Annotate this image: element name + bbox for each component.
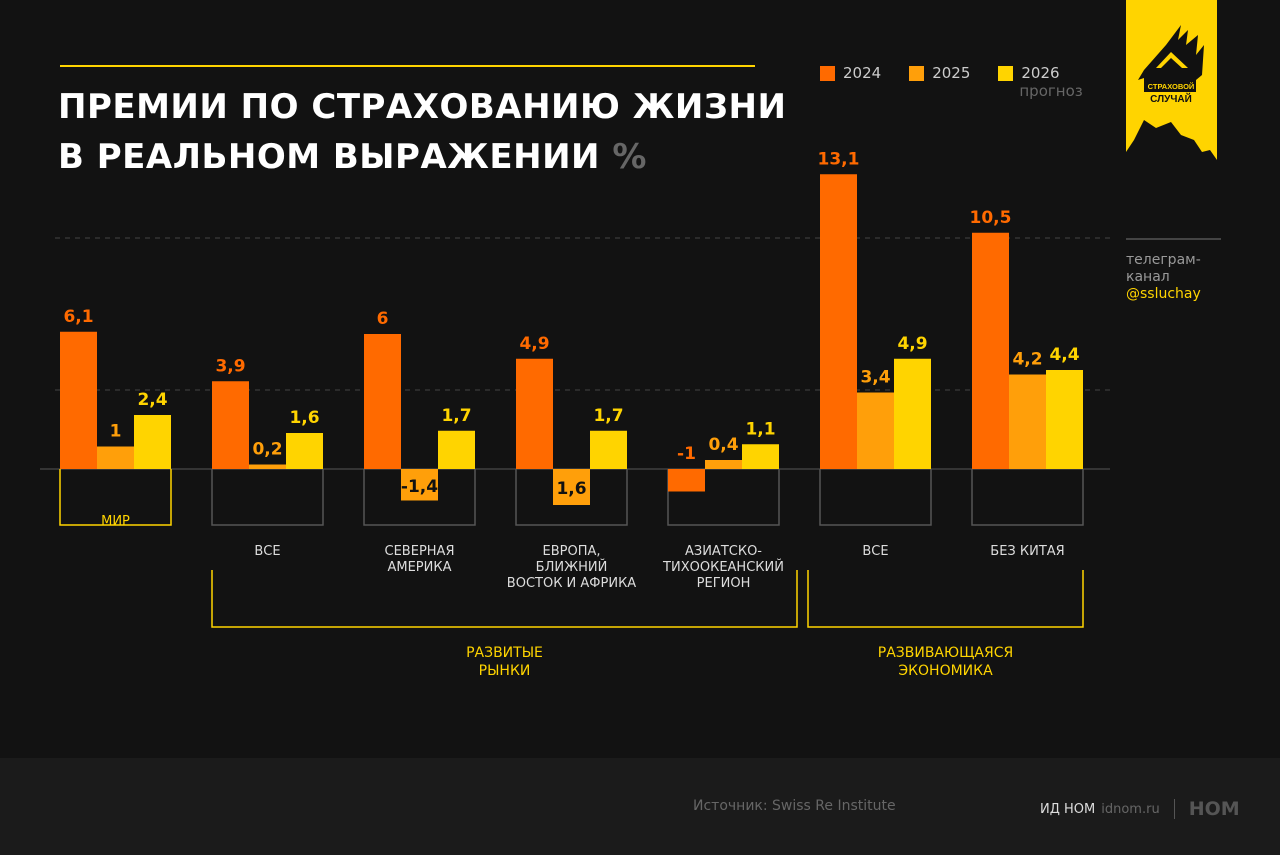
- bar-2026: [1046, 370, 1083, 469]
- legend-item-2025: 2025: [909, 64, 970, 100]
- title-rule: [60, 65, 755, 67]
- category-label: БЛИЖНИЙ: [536, 559, 608, 575]
- telegram-label-2: канал: [1126, 269, 1170, 285]
- category-label: РЕГИОН: [697, 576, 751, 591]
- data-label: -1: [677, 444, 696, 464]
- bar-2025: [857, 392, 894, 469]
- bar-2024: [60, 331, 97, 469]
- bar-2026: [590, 430, 627, 469]
- bar-2025: [401, 469, 438, 501]
- legend-item-2026: 2026 прогноз: [998, 64, 1083, 100]
- bar-2024: [364, 334, 401, 469]
- data-label: 0,2: [252, 440, 282, 460]
- group-label: РАЗВИВАЮЩАЯСЯ: [878, 645, 1014, 661]
- brand-name: ИД НОМ: [1040, 801, 1096, 817]
- legend-note: прогноз: [1019, 82, 1083, 100]
- title-line-2: В РЕАЛЬНОМ ВЫРАЖЕНИИ: [58, 137, 600, 177]
- bar-2026: [742, 444, 779, 469]
- bar-2026: [894, 358, 931, 469]
- source-note: Источник: Swiss Re Institute: [693, 798, 896, 814]
- group-bracket: [807, 570, 1084, 628]
- divider: [1173, 799, 1175, 819]
- title-unit: %: [612, 137, 647, 177]
- svg-text:СТРАХОВОЙ: СТРАХОВОЙ: [1148, 82, 1195, 91]
- legend-swatch: [820, 66, 835, 81]
- bar-2025: [249, 464, 286, 469]
- category-box: [363, 469, 476, 526]
- data-label: 1,6: [556, 479, 586, 499]
- data-label: 1,7: [593, 406, 623, 426]
- bar-2026: [134, 415, 171, 469]
- data-label: 3,9: [215, 356, 245, 376]
- category-label: БЕЗ КИТАЯ: [990, 544, 1064, 559]
- bar-2026: [286, 433, 323, 469]
- data-label: 3,4: [860, 368, 890, 388]
- data-label: 1,6: [289, 408, 319, 428]
- legend-label: 2026: [1021, 64, 1060, 82]
- logo: СТРАХОВОЙ СЛУЧАЙ: [1126, 0, 1217, 160]
- data-label: 13,1: [818, 149, 860, 169]
- category-label: МИР: [101, 514, 130, 529]
- category-label: ВСЕ: [862, 544, 888, 559]
- title-line-1: ПРЕМИИ ПО СТРАХОВАНИЮ ЖИЗНИ: [58, 87, 787, 127]
- category-box: [667, 469, 780, 526]
- legend-swatch: [998, 66, 1014, 81]
- bar-2024: [820, 174, 857, 469]
- data-label: 2,4: [137, 390, 167, 410]
- category-label: ТИХООКЕАНСКИЙ: [662, 559, 784, 575]
- bar-2024: [668, 469, 705, 492]
- category-label: ЕВРОПА,: [542, 544, 600, 559]
- bar-2024: [212, 381, 249, 469]
- group-bracket: [211, 570, 798, 628]
- brand-url-link[interactable]: idnom.ru: [1101, 801, 1160, 817]
- data-label: 6,1: [63, 307, 93, 327]
- svg-text:СЛУЧАЙ: СЛУЧАЙ: [1150, 92, 1192, 105]
- category-label: АЗИАТСКО-: [685, 544, 762, 559]
- group-label: РЫНКИ: [479, 663, 531, 679]
- bar-2026: [438, 430, 475, 469]
- telegram-label: телеграм-: [1126, 252, 1201, 268]
- legend-item-2024: 2024: [820, 64, 881, 100]
- group-label: ЭКОНОМИКА: [898, 663, 993, 679]
- bar-2025: [705, 460, 742, 469]
- category-label: АМЕРИКА: [387, 560, 451, 575]
- category-box: [515, 469, 628, 526]
- bar-2025: [97, 446, 134, 469]
- publisher-brand: ИД НОМ idnom.ru НОМ: [1040, 798, 1240, 820]
- telegram-handle-link[interactable]: @ssluchay: [1126, 286, 1201, 302]
- bar-2024: [972, 232, 1009, 469]
- legend-label: 2025: [932, 64, 971, 82]
- category-box: [819, 469, 932, 526]
- category-box: [971, 469, 1084, 526]
- category-box: [59, 469, 172, 526]
- telegram-channel: телеграм- канал @ssluchay: [1126, 238, 1221, 303]
- footer: [0, 758, 1280, 855]
- data-label: 4,9: [897, 334, 927, 354]
- group-label: РАЗВИТЫЕ: [466, 645, 543, 661]
- data-label: 6: [377, 309, 389, 329]
- data-label: 0,4: [708, 435, 738, 455]
- bar-2025: [1009, 374, 1046, 469]
- bar-2025: [553, 469, 590, 505]
- data-label: 1,7: [441, 406, 471, 426]
- page-title: ПРЕМИИ ПО СТРАХОВАНИЮ ЖИЗНИ В РЕАЛЬНОМ В…: [58, 82, 786, 182]
- brand-logo: НОМ: [1188, 798, 1240, 820]
- category-label: ВОСТОК И АФРИКА: [507, 576, 636, 591]
- bar-2024: [516, 358, 553, 469]
- legend: 2024 2025 2026 прогноз: [820, 64, 1083, 100]
- data-label: -1,4: [401, 477, 438, 497]
- category-box: [211, 469, 324, 526]
- legend-swatch: [909, 66, 925, 81]
- data-label: 4,2: [1012, 350, 1042, 370]
- category-label: ВСЕ: [254, 544, 280, 559]
- data-label: 4,9: [519, 334, 549, 354]
- legend-label: 2024: [843, 64, 882, 82]
- data-label: 10,5: [970, 208, 1012, 228]
- data-label: 1: [110, 422, 122, 442]
- data-label: 4,4: [1049, 345, 1079, 365]
- data-label: 1,1: [745, 419, 775, 439]
- category-label: СЕВЕРНАЯ: [385, 544, 455, 559]
